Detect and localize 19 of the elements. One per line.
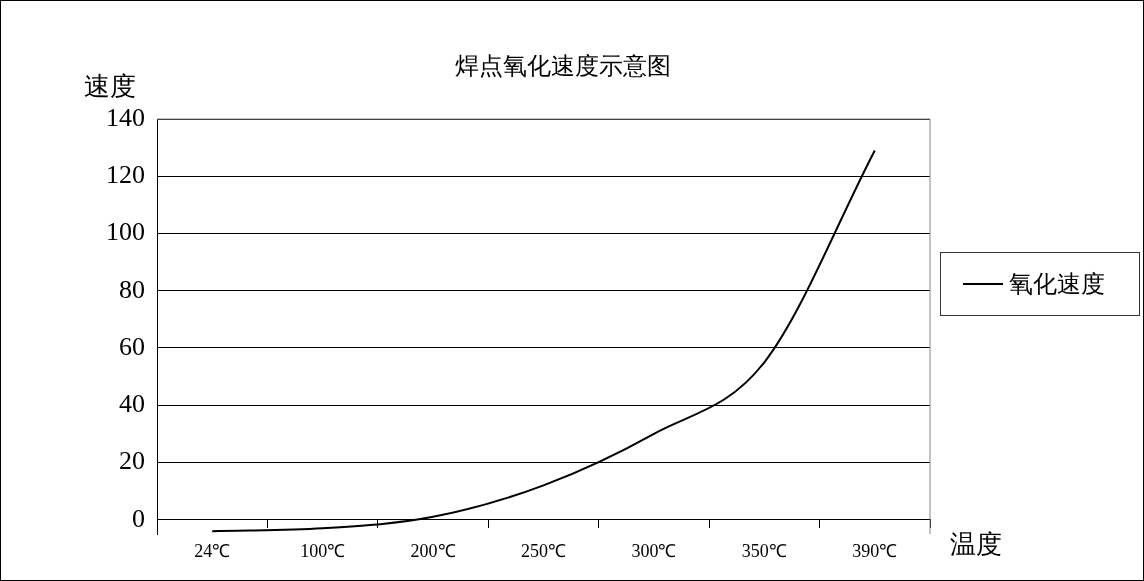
chart-title: 焊点氧化速度示意图 [455,53,671,80]
y-tick-label: 140 [106,102,145,132]
y-tick-label: 20 [119,446,145,476]
x-axis-title: 温度 [950,529,1002,559]
x-tick-label: 300℃ [631,541,677,562]
x-tick-label: 390℃ [852,541,898,562]
y-tick-label: 120 [106,160,145,190]
x-tick-label: 200℃ [410,541,456,562]
y-tick-label: 100 [106,217,145,247]
x-tick-label: 350℃ [741,541,787,562]
y-tick-label: 0 [132,503,145,533]
x-tick-label: 100℃ [300,541,346,562]
legend-label: 氧化速度 [1009,270,1105,299]
x-tick-label: 24℃ [194,541,231,562]
y-axis-title: 速度 [84,71,136,101]
y-tick-label: 80 [119,274,145,304]
x-tick-label: 250℃ [521,541,566,562]
y-tick-label: 40 [119,389,145,419]
y-tick-label: 60 [119,331,145,361]
